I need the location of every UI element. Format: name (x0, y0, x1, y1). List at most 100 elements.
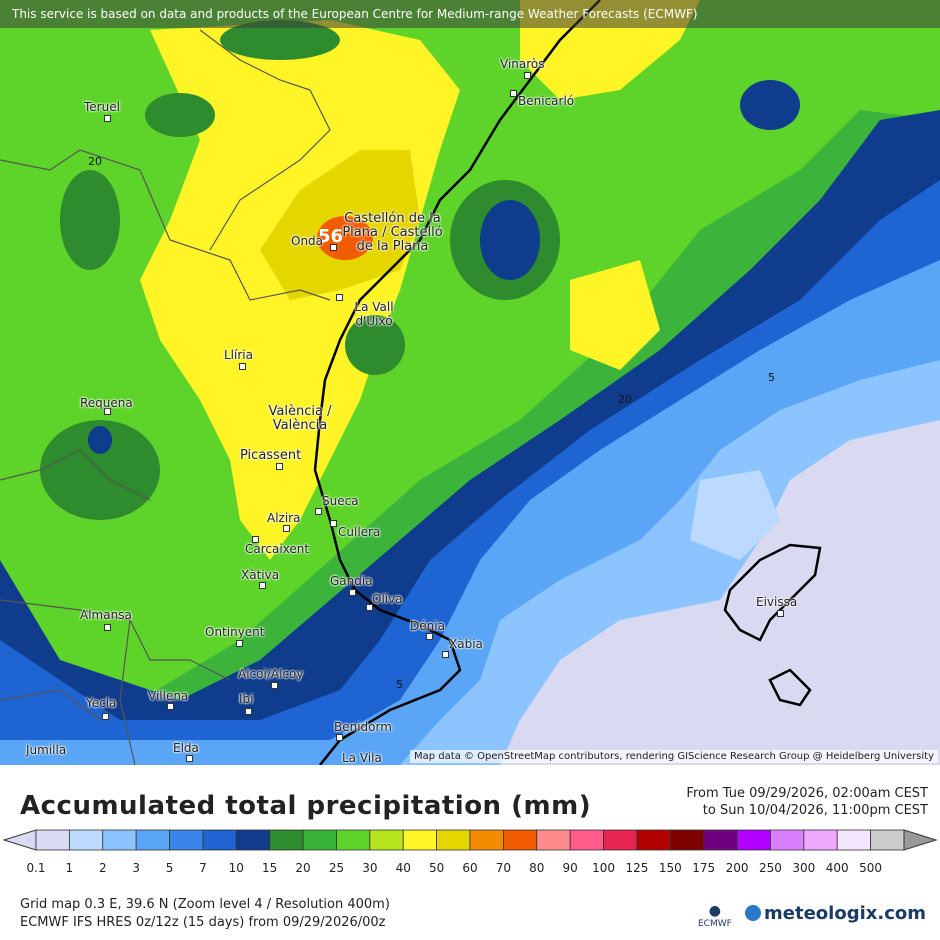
scale-tick-label: 0.1 (26, 861, 46, 875)
scale-ticks: 0.1 1 2 3 5 7 10 15 20 25 30 40 50 60 70 80 90 100 125 150 1… (0, 861, 940, 881)
legend-title: Accumulated total precipitation (mm) (20, 791, 592, 821)
scale-tick-label: 125 (625, 861, 649, 875)
city-marker (104, 115, 111, 122)
contour-label: 20 (618, 393, 632, 406)
city-marker (336, 294, 343, 301)
city-label: Vinaròs (500, 57, 545, 71)
ecmwf-logo: ● ECMWF (698, 903, 732, 929)
city-label: Elda (173, 741, 199, 755)
city-label: Jumilla (26, 743, 67, 757)
city-marker (102, 713, 109, 720)
scale-swatch (536, 829, 571, 851)
grid-info-block: Grid map 0.3 E, 39.6 N (Zoom level 4 / R… (20, 896, 390, 932)
city-marker (349, 589, 356, 596)
scale-swatch (135, 829, 170, 851)
scale-swatch (336, 829, 371, 851)
grid-info: Grid map 0.3 E, 39.6 N (Zoom level 4 / R… (20, 897, 390, 912)
max-value-label: 56 (318, 226, 344, 247)
period-to: to Sun 10/04/2026, 11:00pm CEST (702, 803, 928, 818)
city-marker (259, 582, 266, 589)
city-label: La Vall d'Uixó (354, 300, 394, 328)
scale-tick-label: 300 (792, 861, 816, 875)
city-label: Teruel (84, 100, 120, 114)
scale-swatch (235, 829, 271, 851)
city-marker (167, 703, 174, 710)
legend-panel: Accumulated total precipitation (mm) Fro… (0, 765, 940, 940)
scale-tick-label: 70 (495, 861, 512, 875)
scale-tick-label: 400 (825, 861, 849, 875)
scale-tick-label: 15 (262, 861, 278, 875)
city-marker (236, 640, 243, 647)
scale-tick-label: 90 (562, 861, 578, 875)
scale-swatch (703, 829, 738, 851)
map-attribution: Map data © OpenStreetMap contributors, r… (410, 750, 938, 763)
scale-tick-label: 25 (328, 861, 345, 875)
model-info: ECMWF IFS HRES 0z/12z (15 days) from 09/… (20, 915, 386, 930)
city-label: Alcoi/Alcoy (238, 667, 304, 681)
city-label: Benidorm (334, 720, 392, 734)
scale-tick-label: 250 (759, 861, 782, 875)
scale-swatch (169, 829, 204, 851)
city-label: València / València (268, 404, 332, 433)
scale-tick-label: 40 (395, 861, 411, 875)
scale-arrow-left (2, 829, 37, 851)
scale-swatch (603, 829, 638, 851)
scale-swatch (102, 829, 137, 851)
scale-tick-label: 10 (228, 861, 244, 875)
city-marker (276, 463, 283, 470)
scale-tick-label: 500 (859, 861, 883, 875)
scale-swatch (569, 829, 604, 851)
city-marker (777, 610, 784, 617)
forecast-period: From Tue 09/29/2026, 02:00am CEST to Sun… (686, 785, 928, 819)
scale-tick-label: 30 (362, 861, 378, 875)
city-label: Cullera (338, 525, 381, 539)
scale-swatch (870, 829, 905, 851)
meteologix-icon (745, 905, 762, 921)
scale-tick-label: 20 (295, 861, 311, 875)
city-marker (442, 651, 449, 658)
scale-tick-label: 175 (692, 861, 716, 875)
city-marker (366, 604, 373, 611)
city-label: Eivissa (756, 595, 798, 609)
scale-swatch (736, 829, 771, 851)
meteologix-logo[interactable]: meteologix.com (745, 903, 926, 924)
contour-label: 5 (768, 371, 775, 384)
city-label: Xàbia (449, 637, 483, 651)
city-marker (245, 708, 252, 715)
city-label: La Vila (342, 751, 382, 765)
city-label: Benicarló (518, 94, 575, 108)
city-marker (426, 633, 433, 640)
scale-tick-label: 100 (592, 861, 615, 875)
city-marker (330, 520, 337, 527)
scale-swatch (302, 829, 337, 851)
contour-label: 20 (88, 155, 102, 168)
city-marker (186, 755, 193, 762)
scale-swatch (369, 829, 404, 851)
scale-swatch (636, 829, 671, 851)
city-label: Alzira (267, 511, 301, 525)
city-marker (283, 525, 290, 532)
city-label: Sueca (322, 494, 359, 508)
city-marker (104, 408, 111, 415)
scale-swatch (770, 829, 805, 851)
scale-swatch (402, 829, 438, 851)
scale-arrow-right (903, 829, 938, 851)
city-label: Oliva (372, 592, 403, 606)
city-label: Requena (80, 396, 133, 410)
city-marker (524, 72, 531, 79)
city-marker (330, 244, 337, 251)
period-from: From Tue 09/29/2026, 02:00am CEST (686, 786, 928, 801)
scale-tick-label: 2 (98, 861, 107, 875)
precipitation-map[interactable]: This service is based on data and produc… (0, 0, 940, 765)
city-marker (252, 536, 259, 543)
city-label: Dénia (410, 619, 445, 633)
city-marker (271, 682, 278, 689)
scale-tick-label: 3 (132, 861, 140, 875)
scale-tick-label: 200 (725, 861, 749, 875)
city-label: Villena (148, 689, 189, 703)
city-label: Picassent (240, 448, 302, 463)
city-label: Castellón de la Plana / Castelló de la P… (342, 211, 443, 254)
scale-tick-label: 80 (529, 861, 545, 875)
city-label: Almansa (80, 608, 132, 622)
city-label: Xàtiva (241, 568, 280, 582)
